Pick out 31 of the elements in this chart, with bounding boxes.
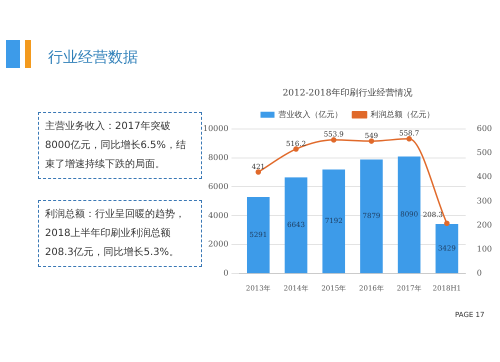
bar <box>398 156 420 274</box>
y-tick-label: 10000 <box>202 124 228 133</box>
y-tick-label: 8000 <box>208 152 228 162</box>
point <box>256 169 262 175</box>
point <box>293 146 299 152</box>
y2-tick-label: 200 <box>476 220 492 230</box>
legend-label: 营业收入（亿元） <box>278 110 342 119</box>
y2-tick-label: 600 <box>476 124 492 133</box>
y2-tick-label: 400 <box>476 172 492 182</box>
y-tick-label: 2000 <box>208 240 228 249</box>
text: 行业经营数据 <box>48 48 138 67</box>
y-tick-label: 4000 <box>208 210 228 220</box>
y2-tick-label: 100 <box>476 244 492 254</box>
text: 利润总额：行业呈回暖的趋势， 2018上半年印刷业利润总额208.3亿元，同比增长5.3%。 <box>38 200 202 267</box>
point <box>406 136 412 142</box>
point <box>444 220 450 226</box>
y-tick-label: 0 <box>223 268 228 278</box>
y2-tick-label: 500 <box>476 148 492 158</box>
y2-tick-label: 300 <box>476 196 492 206</box>
bar <box>360 160 383 274</box>
y-tick-label: 6000 <box>208 182 228 191</box>
point <box>330 137 336 143</box>
y2-tick-label: 0 <box>476 268 482 278</box>
bar <box>246 196 270 274</box>
bar <box>322 169 346 274</box>
bar <box>436 224 458 274</box>
text: 主营业务收入：2017年突破8000亿元，同比增长6.5%，结束了增速持续下跌的局面。 <box>38 112 202 179</box>
point <box>368 138 374 144</box>
chart-title: 2012-2018年印刷行业经营情况 <box>282 88 412 99</box>
bar <box>284 177 308 274</box>
legend-label: 利润总额（亿元） <box>370 110 434 119</box>
